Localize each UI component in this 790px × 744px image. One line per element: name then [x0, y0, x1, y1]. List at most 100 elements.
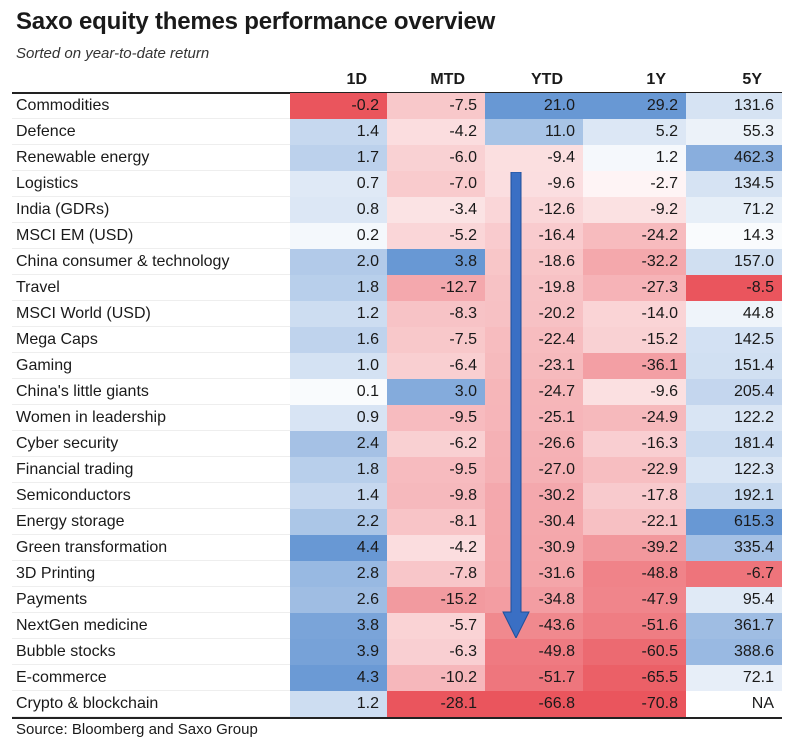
value-5y: 151.4: [686, 353, 782, 379]
value-mtd: -4.2: [387, 535, 485, 561]
table-row: Financial trading 1.8 -9.5 -27.0 -22.9 122.3: [12, 457, 782, 483]
value-ytd: -34.8: [485, 587, 583, 613]
value-5y: 122.3: [686, 457, 782, 483]
value-ytd: -43.6: [485, 613, 583, 639]
value-ytd: -51.7: [485, 665, 583, 691]
chart-title: Saxo equity themes performance overview: [16, 8, 496, 35]
value-1d: 2.6: [290, 587, 387, 613]
value-1y: -24.9: [583, 405, 686, 431]
column-header-ytd: YTD: [531, 71, 563, 88]
value-1y: -15.2: [583, 327, 686, 353]
table-row: Bubble stocks 3.9 -6.3 -49.8 -60.5 388.6: [12, 639, 782, 665]
value-5y: 14.3: [686, 223, 782, 249]
value-5y: 134.5: [686, 171, 782, 197]
theme-name: Payments: [16, 591, 88, 608]
value-ytd: -24.7: [485, 379, 583, 405]
value-1d: 2.2: [290, 509, 387, 535]
value-1y: -48.8: [583, 561, 686, 587]
value-ytd: 21.0: [485, 93, 583, 119]
value-1d: 0.1: [290, 379, 387, 405]
value-5y: 615.3: [686, 509, 782, 535]
theme-name: NextGen medicine: [16, 617, 148, 634]
value-ytd: 11.0: [485, 119, 583, 145]
value-1y: -2.7: [583, 171, 686, 197]
value-1d: 2.4: [290, 431, 387, 457]
value-5y: 44.8: [686, 301, 782, 327]
value-ytd: -18.6: [485, 249, 583, 275]
theme-name: Crypto & blockchain: [16, 695, 159, 712]
table-row: Logistics 0.7 -7.0 -9.6 -2.7 134.5: [12, 171, 782, 197]
theme-name: Energy storage: [16, 513, 125, 530]
value-mtd: -5.7: [387, 613, 485, 639]
value-5y: 157.0: [686, 249, 782, 275]
value-5y: 192.1: [686, 483, 782, 509]
value-1y: -65.5: [583, 665, 686, 691]
value-1y: -9.2: [583, 197, 686, 223]
theme-name: China's little giants: [16, 383, 149, 400]
value-5y: 462.3: [686, 145, 782, 171]
table-row: 3D Printing 2.8 -7.8 -31.6 -48.8 -6.7: [12, 561, 782, 587]
table-row: Defence 1.4 -4.2 11.0 5.2 55.3: [12, 119, 782, 145]
value-1y: -70.8: [583, 691, 686, 717]
value-1y: -27.3: [583, 275, 686, 301]
theme-name: E-commerce: [16, 669, 107, 686]
value-1d: 1.4: [290, 119, 387, 145]
value-mtd: -6.4: [387, 353, 485, 379]
value-1d: 4.4: [290, 535, 387, 561]
theme-name: Bubble stocks: [16, 643, 116, 660]
column-header-row: 1D MTD YTD 1Y 5Y: [0, 68, 790, 92]
table-row: Green transformation 4.4 -4.2 -30.9 -39.2 335…: [12, 535, 782, 561]
value-mtd: 3.0: [387, 379, 485, 405]
value-1y: -17.8: [583, 483, 686, 509]
theme-name: Financial trading: [16, 461, 134, 478]
value-5y: 122.2: [686, 405, 782, 431]
table-row: Gaming 1.0 -6.4 -23.1 -36.1 151.4: [12, 353, 782, 379]
theme-name: China consumer & technology: [16, 253, 230, 270]
value-5y: 95.4: [686, 587, 782, 613]
table-row: Crypto & blockchain 1.2 -28.1 -66.8 -70.8 NA: [12, 691, 782, 717]
value-5y: -6.7: [686, 561, 782, 587]
value-mtd: -5.2: [387, 223, 485, 249]
theme-name: MSCI EM (USD): [16, 227, 134, 244]
column-header-mtd: MTD: [430, 71, 465, 88]
value-1d: 0.9: [290, 405, 387, 431]
value-mtd: -7.0: [387, 171, 485, 197]
sort-direction-arrow-icon: [502, 172, 530, 638]
value-ytd: -16.4: [485, 223, 583, 249]
table-row: India (GDRs) 0.8 -3.4 -12.6 -9.2 71.2: [12, 197, 782, 223]
value-1d: -0.2: [290, 93, 387, 119]
value-mtd: -9.5: [387, 457, 485, 483]
value-5y: 142.5: [686, 327, 782, 353]
value-ytd: -30.2: [485, 483, 583, 509]
value-1d: 3.9: [290, 639, 387, 665]
value-1d: 2.8: [290, 561, 387, 587]
theme-name: Logistics: [16, 175, 79, 192]
value-ytd: -9.6: [485, 171, 583, 197]
theme-name: Semiconductors: [16, 487, 131, 504]
value-mtd: -6.3: [387, 639, 485, 665]
value-5y: 131.6: [686, 93, 782, 119]
table-bottom-rule: [12, 717, 782, 719]
table-row: Payments 2.6 -15.2 -34.8 -47.9 95.4: [12, 587, 782, 613]
value-mtd: -28.1: [387, 691, 485, 717]
table-row: MSCI EM (USD) 0.2 -5.2 -16.4 -24.2 14.3: [12, 223, 782, 249]
theme-name: Cyber security: [16, 435, 119, 452]
value-mtd: -3.4: [387, 197, 485, 223]
value-1d: 4.3: [290, 665, 387, 691]
value-1y: -39.2: [583, 535, 686, 561]
value-1d: 1.2: [290, 301, 387, 327]
value-mtd: -7.5: [387, 327, 485, 353]
theme-name: Renewable energy: [16, 149, 150, 166]
value-1d: 3.8: [290, 613, 387, 639]
value-mtd: -7.5: [387, 93, 485, 119]
value-1y: 5.2: [583, 119, 686, 145]
value-1y: -22.9: [583, 457, 686, 483]
value-ytd: -66.8: [485, 691, 583, 717]
value-1d: 0.7: [290, 171, 387, 197]
value-1y: -32.2: [583, 249, 686, 275]
value-1y: 29.2: [583, 93, 686, 119]
value-ytd: -12.6: [485, 197, 583, 223]
value-1d: 1.4: [290, 483, 387, 509]
value-mtd: -6.2: [387, 431, 485, 457]
performance-table: Commodities -0.2 -7.5 21.0 29.2 131.6 Defence 1…: [12, 93, 782, 717]
